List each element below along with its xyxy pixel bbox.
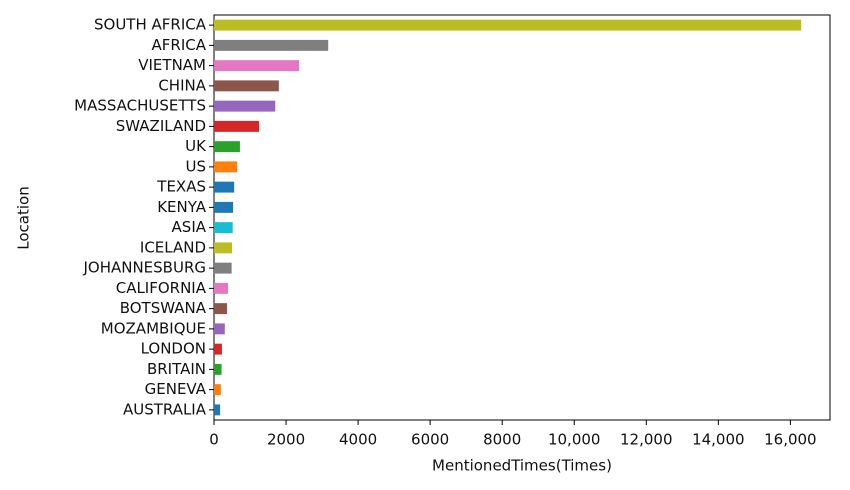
y-tick-label: BOTSWANA [120, 299, 207, 317]
y-tick-label: ICELAND [140, 238, 206, 256]
bar [214, 161, 238, 173]
bar [214, 39, 329, 51]
y-tick-label: LONDON [141, 340, 206, 358]
bar [214, 120, 260, 132]
y-tick-label: BRITAIN [147, 360, 206, 378]
y-axis-label: Location [15, 186, 33, 249]
bar [214, 343, 222, 355]
x-tick-label: 8000 [483, 431, 521, 449]
x-tick-label: 4000 [339, 431, 377, 449]
y-tick-label: CHINA [158, 76, 206, 94]
x-tick-label: 12,000 [620, 431, 673, 449]
y-tick-label: MASSACHUSETTS [74, 97, 206, 115]
bar [214, 363, 222, 375]
bar [214, 141, 240, 153]
bar [214, 19, 802, 31]
y-tick-label: VIETNAM [138, 56, 206, 74]
bar [214, 384, 221, 396]
y-tick-label: MOZAMBIQUE [101, 319, 206, 337]
y-tick-label: KENYA [157, 198, 207, 216]
bar [214, 242, 233, 254]
y-tick-label: SOUTH AFRICA [94, 16, 207, 34]
x-tick-label: 6000 [411, 431, 449, 449]
y-tick-label: US [185, 157, 206, 175]
bar [214, 303, 227, 315]
y-tick-label: ASIA [172, 218, 207, 236]
bar [214, 60, 300, 72]
x-tick-label: 14,000 [692, 431, 745, 449]
bar [214, 181, 235, 193]
x-tick-label: 10,000 [548, 431, 601, 449]
y-tick-label: AUSTRALIA [123, 400, 207, 418]
y-tick-label: JOHANNESBURG [82, 259, 206, 277]
bar [214, 222, 233, 234]
y-tick-label: UK [185, 137, 207, 155]
bar [214, 323, 225, 335]
y-tick-label: TEXAS [156, 178, 206, 196]
y-tick-label: AFRICA [152, 36, 207, 54]
bar [214, 282, 229, 294]
y-tick-label: CALIFORNIA [116, 279, 207, 297]
plot-frame [213, 14, 831, 421]
bar [214, 262, 232, 274]
x-tick-label: 2000 [267, 431, 305, 449]
x-tick-label: 0 [209, 431, 219, 449]
bar [214, 404, 221, 416]
bar [214, 201, 234, 213]
x-axis-label: MentionedTimes(Times) [432, 457, 612, 475]
y-tick-label: SWAZILAND [116, 117, 206, 135]
bar [214, 100, 276, 112]
bar [214, 80, 279, 92]
y-tick-label: GENEVA [145, 380, 207, 398]
x-tick-label: 16,000 [764, 431, 817, 449]
